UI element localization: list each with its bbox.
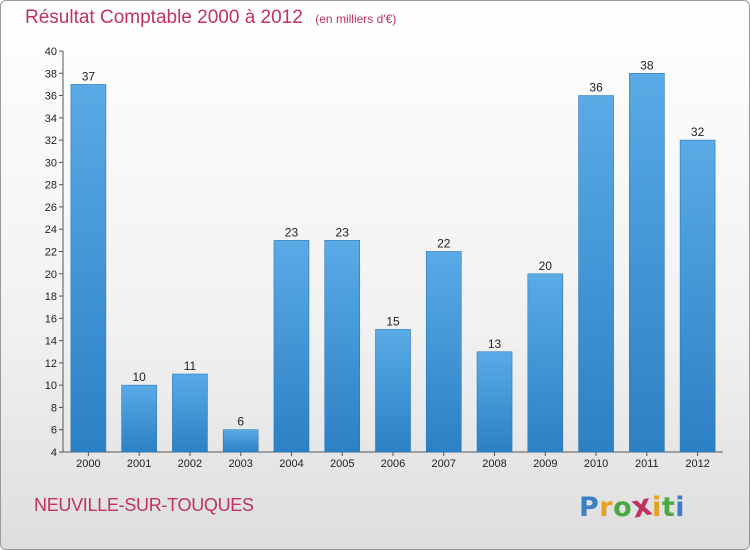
logo-letter: P bbox=[579, 492, 600, 523]
proxiti-logo[interactable]: Proxiti bbox=[579, 487, 685, 525]
commune-name: NEUVILLE-SUR-TOUQUES bbox=[34, 495, 254, 515]
x-tick-label-2009: 2009 bbox=[533, 458, 557, 470]
x-tick-label-2000: 2000 bbox=[76, 458, 100, 470]
y-tick-label: 16 bbox=[45, 313, 57, 325]
x-tick-label-2001: 2001 bbox=[127, 458, 151, 470]
y-tick-label: 36 bbox=[45, 91, 57, 103]
y-tick-label: 20 bbox=[45, 269, 57, 281]
logo-letter: i bbox=[652, 492, 662, 523]
x-tick-label-2010: 2010 bbox=[584, 458, 608, 470]
chart-title-text: Résultat Comptable 2000 à 2012 bbox=[25, 7, 303, 28]
bar-2001 bbox=[121, 384, 157, 453]
y-tick-label: 22 bbox=[45, 247, 57, 259]
x-tick-label-2007: 2007 bbox=[432, 458, 456, 470]
value-label-2005: 23 bbox=[336, 225, 350, 239]
x-tick-label-2002: 2002 bbox=[178, 458, 202, 470]
value-label-2000: 37 bbox=[82, 69, 96, 83]
y-tick-label: 8 bbox=[51, 402, 57, 414]
chart-bars: 37 10 11 6 23 23 15 22 13 20 36 38 32 bbox=[70, 58, 716, 453]
logo-letter: o bbox=[613, 492, 633, 523]
x-tick-label-2004: 2004 bbox=[279, 458, 303, 470]
bar-2005 bbox=[324, 240, 361, 453]
y-tick-label: 10 bbox=[45, 380, 57, 392]
bar-2007 bbox=[425, 251, 462, 453]
x-tick-label-2003: 2003 bbox=[228, 458, 252, 470]
y-tick-label: 4 bbox=[51, 447, 57, 459]
y-tick-label: 24 bbox=[45, 224, 57, 236]
x-tick-label-2008: 2008 bbox=[482, 458, 506, 470]
value-label-2011: 38 bbox=[640, 58, 654, 72]
y-tick-label: 12 bbox=[45, 358, 57, 370]
bar-2008 bbox=[476, 351, 513, 453]
value-label-2008: 13 bbox=[488, 337, 502, 351]
x-tick-label-2006: 2006 bbox=[381, 458, 405, 470]
value-label-2004: 23 bbox=[285, 225, 299, 239]
y-tick-label: 34 bbox=[45, 113, 57, 125]
bar-2003 bbox=[222, 429, 259, 453]
y-tick-label: 40 bbox=[45, 46, 57, 58]
y-tick-label: 18 bbox=[45, 291, 57, 303]
logo-letter: t bbox=[661, 492, 676, 523]
y-tick-label: 26 bbox=[45, 202, 57, 214]
chart-title: Résultat Comptable 2000 à 2012 (en milli… bbox=[25, 7, 396, 29]
value-label-2007: 22 bbox=[437, 237, 451, 251]
y-tick-label: 28 bbox=[45, 180, 57, 192]
bar-2010 bbox=[578, 95, 614, 453]
bar-2009 bbox=[527, 273, 564, 453]
value-label-2001: 10 bbox=[132, 370, 146, 384]
x-tick-label-2005: 2005 bbox=[330, 458, 354, 470]
logo-letter: r bbox=[599, 492, 614, 523]
bar-2011 bbox=[629, 72, 665, 453]
x-tick-label-2012: 2012 bbox=[685, 458, 709, 470]
bar-2006 bbox=[375, 329, 411, 453]
value-label-2012: 32 bbox=[691, 125, 705, 139]
x-tick-label-2011: 2011 bbox=[635, 458, 659, 470]
y-tick-label: 6 bbox=[51, 425, 57, 437]
bar-2000 bbox=[70, 84, 107, 453]
bar-2012 bbox=[679, 139, 716, 453]
y-tick-label: 32 bbox=[45, 135, 57, 147]
value-label-2010: 36 bbox=[589, 81, 603, 95]
value-label-2009: 20 bbox=[539, 259, 553, 273]
logo-letter: i bbox=[675, 492, 685, 523]
chart-unit-note: (en milliers d'€) bbox=[315, 12, 397, 26]
y-tick-label: 30 bbox=[45, 157, 57, 169]
bar-2004 bbox=[273, 240, 310, 453]
value-label-2002: 11 bbox=[184, 359, 197, 373]
bar-2002 bbox=[172, 373, 208, 453]
y-tick-label: 38 bbox=[45, 68, 57, 80]
value-label-2003: 6 bbox=[237, 415, 244, 429]
y-tick-label: 14 bbox=[45, 336, 57, 348]
value-label-2006: 15 bbox=[386, 314, 400, 328]
